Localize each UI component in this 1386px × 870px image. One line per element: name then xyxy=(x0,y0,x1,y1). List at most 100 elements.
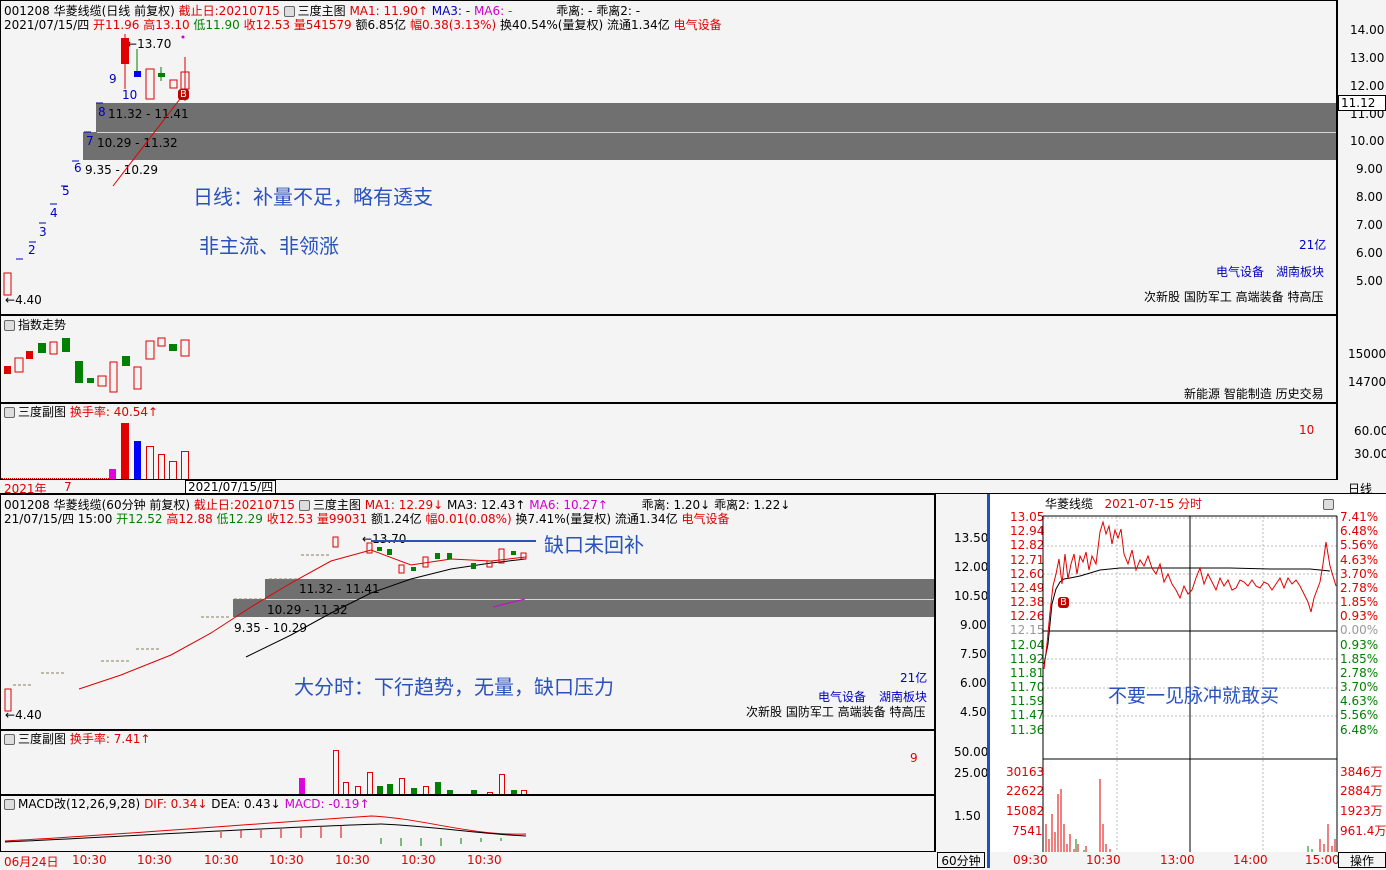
hourly-high-marker: ←13.70 xyxy=(362,532,407,546)
index-trend-panel[interactable]: 指数走势 新能源 智能制造 历史交易 xyxy=(0,315,1337,403)
hourly-gap-label-1: 11.32 - 11.41 xyxy=(299,582,380,596)
turnover-panel-hourly[interactable]: 三度副图 换手率: 7.41↑ 9 xyxy=(0,730,935,795)
count-2: 2 xyxy=(28,243,36,257)
turnover-panel-daily[interactable]: 三度副图 换手率: 40.54↑ 10 xyxy=(0,403,1337,480)
hourly-header-line2: 21/07/15/四 15:00 开12.52 高12.88 低12.29 收1… xyxy=(4,512,730,526)
gap-zone-extension xyxy=(83,132,97,160)
hourly-market-cap: 21亿 xyxy=(900,671,928,685)
gap-label-1: 11.32 - 11.41 xyxy=(108,107,189,121)
bias2-value: 乖离2: - xyxy=(596,4,641,18)
main-chart-label[interactable]: 三度主图 xyxy=(297,4,346,18)
ma6-value: MA6: - xyxy=(473,4,513,18)
cursor-date: 2021/07/15/四 xyxy=(185,480,277,494)
bar-date: 2021/07/15/四 xyxy=(4,18,90,32)
restore-icon[interactable] xyxy=(1323,499,1334,510)
macd-lines xyxy=(4,815,527,846)
hourly-gap-label-2: 10.29 - 11.32 xyxy=(267,603,348,617)
month-label: 7 xyxy=(64,480,72,494)
low-marker: ←4.40 xyxy=(5,293,42,307)
settings-icon[interactable] xyxy=(298,500,310,511)
year-label: 2021年 xyxy=(4,482,47,496)
hourly-candles xyxy=(4,536,536,712)
hourly-time-bar: 06月24日 10:30 10:30 10:30 10:30 10:30 10:… xyxy=(0,852,987,869)
annotation-daily-2: 非主流、非领涨 xyxy=(199,234,339,258)
daily-header-line1: 001208 华菱线缆(日线 前复权) 截止日:20210715 三度主图 MA… xyxy=(4,4,640,18)
sector-link-1[interactable]: 电气设备 xyxy=(1216,265,1265,279)
ma3-value: MA3: - xyxy=(431,4,471,18)
count-5: 5 xyxy=(62,184,70,198)
sub2-header: 三度副图 换手率: 7.41↑ xyxy=(4,732,150,746)
intraday-right-axis: 7.41% 6.48% 5.56% 4.63% 3.70% 2.78% 1.85… xyxy=(1340,510,1379,737)
hourly-axis: 13.50 12.00 10.50 9.00 7.50 6.00 4.50 xyxy=(935,494,988,730)
count-10: 10 xyxy=(122,88,138,102)
turnover-value: 换40.54%(量复权) xyxy=(500,18,604,32)
gap-zone xyxy=(96,103,1336,160)
intraday-vol-right-axis: 3846万 2884万 1923万 961.4万 xyxy=(1340,765,1386,838)
index-axis: 15000 14700 xyxy=(1337,315,1386,403)
settings-icon[interactable] xyxy=(4,407,15,418)
hourly-header-line1: 001208 华菱线缆(60分钟 前复权) 截止日:20210715 三度主图 … xyxy=(4,498,791,512)
hourly-gap-label-3: 9.35 - 10.29 xyxy=(234,621,308,635)
intraday-left-axis: 13.05 12.94 12.82 12.71 12.60 12.49 12.3… xyxy=(1010,510,1045,737)
count-6: 6 xyxy=(74,161,82,175)
count-4: 4 xyxy=(50,206,58,220)
market-cap: 21亿 xyxy=(1299,238,1327,252)
sub2-value: 9 xyxy=(910,751,918,765)
annotation-hourly-1: 缺口未回补 xyxy=(544,533,644,557)
daily-price-axis: 14.00 13.00 12.00 11.00 10.00 9.00 8.00 … xyxy=(1337,0,1386,315)
settings-icon[interactable] xyxy=(4,320,15,331)
sub1-value: 10 xyxy=(1299,423,1315,437)
period-60min-button[interactable]: 60分钟 xyxy=(937,852,985,868)
intraday-panel[interactable]: 华菱线缆 2021-07-15 分时 13.05 12.94 12.82 12.… xyxy=(987,494,1386,868)
bias-value: 乖离: - xyxy=(556,4,593,18)
open-value: 开11.96 xyxy=(93,18,140,32)
index-tags: 新能源 智能制造 历史交易 xyxy=(1184,387,1324,401)
change-value: 幅0.38(3.13%) xyxy=(410,18,497,32)
concept-tags: 次新股 国防军工 高端装备 特高压 xyxy=(1144,290,1324,304)
macd-header: MACD改(12,26,9,28) DIF: 0.34↓ DEA: 0.43↓ … xyxy=(4,797,370,811)
operate-button[interactable]: 操作 xyxy=(1338,852,1386,868)
index-title: 指数走势 xyxy=(4,318,66,332)
intraday-title: 华菱线缆 2021-07-15 分时 xyxy=(1045,497,1203,511)
hourly-chart-panel[interactable]: 001208 华菱线缆(60分钟 前复权) 截止日:20210715 三度主图 … xyxy=(0,494,935,730)
buy-marker: B xyxy=(178,89,189,100)
stock-title: 001208 华菱线缆(日线 前复权) xyxy=(4,4,175,18)
hourly-turnover-bars xyxy=(1,731,541,794)
high-value: 高13.10 xyxy=(143,18,190,32)
current-price-tag: 11.12 xyxy=(1338,95,1386,111)
count-7: 7 xyxy=(86,134,94,148)
hourly-sector-link-1[interactable]: 电气设备 xyxy=(818,690,867,704)
index-candles xyxy=(4,337,190,393)
annotation-hourly-2: 大分时：下行趋势，无量，缺口压力 xyxy=(294,675,614,699)
high-marker: ←13.70 xyxy=(127,37,172,51)
sub1-header: 三度副图 换手率: 40.54↑ xyxy=(4,405,158,419)
macd-panel[interactable]: MACD改(12,26,9,28) DIF: 0.34↓ DEA: 0.43↓ … xyxy=(0,795,935,852)
sub1-axis: 60.00 30.00 xyxy=(1337,403,1386,480)
gap-label-2: 10.29 - 11.32 xyxy=(97,136,178,150)
industry-label[interactable]: 电气设备 xyxy=(673,18,722,32)
gap-label-3: 9.35 - 10.29 xyxy=(85,163,159,177)
end-date: 截止日:20210715 xyxy=(178,4,280,18)
macd-axis: 1.50 xyxy=(935,795,987,852)
intraday-buy-marker: B xyxy=(1058,597,1069,608)
count-9: 9 xyxy=(109,72,117,86)
gap-zone-hourly xyxy=(265,579,934,617)
hourly-sector-link-2[interactable]: 湖南板块 xyxy=(879,690,928,704)
daily-header-line2: 2021/07/15/四 开11.96 高13.10 低11.90 收12.53… xyxy=(4,18,722,32)
settings-icon[interactable] xyxy=(4,799,15,810)
count-8: 8 xyxy=(98,105,106,119)
annotation-daily-1: 日线：补量不足，略有透支 xyxy=(193,185,433,209)
daily-date-bar: 2021年 7 2021/07/15/四 日线 xyxy=(0,480,1386,496)
settings-icon[interactable] xyxy=(283,6,295,17)
period-daily-button[interactable]: 日线 xyxy=(1348,482,1373,496)
daily-chart-panel[interactable]: 001208 华菱线缆(日线 前复权) 截止日:20210715 三度主图 MA… xyxy=(0,0,1337,315)
hourly-low-marker: ←4.40 xyxy=(5,708,42,722)
settings-icon[interactable] xyxy=(4,734,15,745)
close-value: 收12.53 xyxy=(243,18,290,32)
intraday-time-bar: 09:30 10:30 13:00 14:00 15:00 操作 xyxy=(987,852,1386,868)
sector-link-2[interactable]: 湖南板块 xyxy=(1276,265,1325,279)
amount-value: 额6.85亿 xyxy=(355,18,407,32)
sub2-axis: 50.00 25.00 xyxy=(935,730,988,795)
intraday-vol-left-axis: 30163 22622 15082 7541 xyxy=(1006,765,1045,838)
hourly-concept-tags: 次新股 国防军工 高端装备 特高压 xyxy=(746,705,926,719)
